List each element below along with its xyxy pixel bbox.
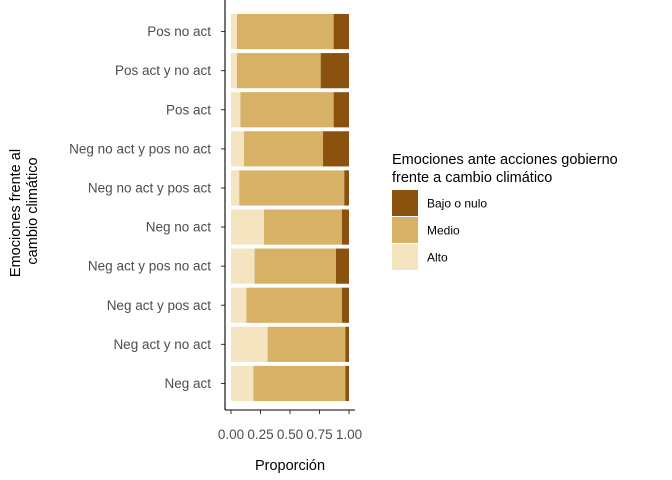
bar-pos-no-act-bajo-o-nulo	[333, 13, 349, 50]
y-tick-label: Neg act y no act	[113, 337, 211, 352]
legend-key-alto	[392, 244, 418, 270]
y-tick-label: Neg no act y pos no act	[69, 141, 211, 156]
bar-neg-no-act-y-pos-act-bajo-o-nulo	[344, 170, 349, 206]
legend-label-medio: Medio	[427, 224, 460, 238]
bar-pos-no-act-alto	[231, 13, 237, 50]
x-tick-label: 0.50	[277, 427, 303, 442]
bar-neg-act-alto	[231, 365, 254, 402]
bar-neg-no-act-bajo-o-nulo	[341, 209, 349, 245]
x-axis-title: Proporción	[255, 458, 325, 474]
bar-neg-no-act-y-pos-act-medio	[239, 170, 345, 206]
bar-neg-act-bajo-o-nulo	[345, 365, 349, 402]
y-tick-label: Pos no act	[147, 24, 211, 39]
y-axis-title-line-2: cambio climático	[25, 157, 41, 264]
bar-neg-act-y-pos-act-alto	[231, 287, 247, 323]
bar-neg-no-act-y-pos-act-alto	[231, 170, 240, 206]
x-tick-label: 1.00	[336, 427, 362, 442]
legend-title-line-1: Emociones ante acciones gobierno	[392, 152, 618, 168]
bar-neg-act-y-pos-act-bajo-o-nulo	[341, 287, 349, 323]
x-tick-label: 0.75	[306, 427, 332, 442]
bar-neg-no-act-medio	[264, 209, 342, 245]
y-tick-label: Neg no act	[146, 220, 212, 235]
bar-neg-act-y-pos-no-act-bajo-o-nulo	[336, 248, 349, 284]
legend-title-line-2: frente a cambio climático	[392, 170, 552, 186]
y-tick-label: Neg no act y pos act	[88, 180, 211, 195]
x-tick-label: 0.00	[218, 427, 244, 442]
legend: Emociones ante acciones gobierno frente …	[392, 152, 622, 270]
y-tick-label: Neg act y pos act	[107, 298, 212, 313]
y-tick-label: Pos act	[166, 102, 211, 117]
legend-label-alto: Alto	[427, 251, 448, 265]
x-tick-label: 0.25	[247, 427, 273, 442]
bar-neg-no-act-alto	[231, 209, 265, 245]
bar-neg-act-y-no-act-alto	[231, 326, 268, 362]
bars-layer	[231, 13, 349, 402]
y-axis: Pos no act Pos act y no act Pos act Neg no …	[69, 0, 226, 410]
bar-neg-act-y-no-act-bajo-o-nulo	[345, 326, 349, 362]
x-axis: 0.00 0.25 0.50 0.75 1.00	[218, 409, 362, 442]
legend-label-bajo-o-nulo: Bajo o nulo	[427, 197, 487, 211]
bar-pos-act-bajo-o-nulo	[333, 92, 349, 128]
bar-neg-act-y-pos-no-act-medio	[254, 248, 337, 284]
bar-neg-no-act-y-pos-no-act-medio	[243, 131, 324, 167]
bar-neg-act-y-pos-act-medio	[246, 287, 342, 323]
legend-key-bajo-o-nulo	[392, 190, 418, 216]
y-axis-title-line-1: Emociones frente al	[8, 149, 24, 277]
bar-pos-act-alto	[231, 92, 241, 128]
bar-pos-act-y-no-act-medio	[236, 53, 321, 89]
bar-neg-act-y-no-act-medio	[267, 326, 346, 362]
legend-title: Emociones ante acciones gobierno frente …	[392, 152, 622, 186]
bar-neg-no-act-y-pos-no-act-alto	[231, 131, 244, 167]
y-tick-label: Neg act	[164, 376, 211, 391]
bar-neg-act-medio	[253, 365, 346, 402]
bar-pos-act-y-no-act-bajo-o-nulo	[320, 53, 349, 89]
y-tick-label: Pos act y no act	[115, 63, 211, 78]
bar-pos-act-medio	[240, 92, 334, 128]
bar-neg-act-y-pos-no-act-alto	[231, 248, 255, 284]
legend-key-medio	[392, 217, 418, 243]
legend-items: Bajo o nulo Medio Alto	[392, 190, 487, 270]
y-axis-title: Emociones frente al cambio climático	[8, 145, 41, 277]
bar-neg-no-act-y-pos-no-act-bajo-o-nulo	[323, 131, 349, 167]
y-tick-label: Neg act y pos no act	[88, 259, 211, 274]
bar-pos-act-y-no-act-alto	[231, 53, 237, 89]
bar-pos-no-act-medio	[236, 13, 334, 50]
